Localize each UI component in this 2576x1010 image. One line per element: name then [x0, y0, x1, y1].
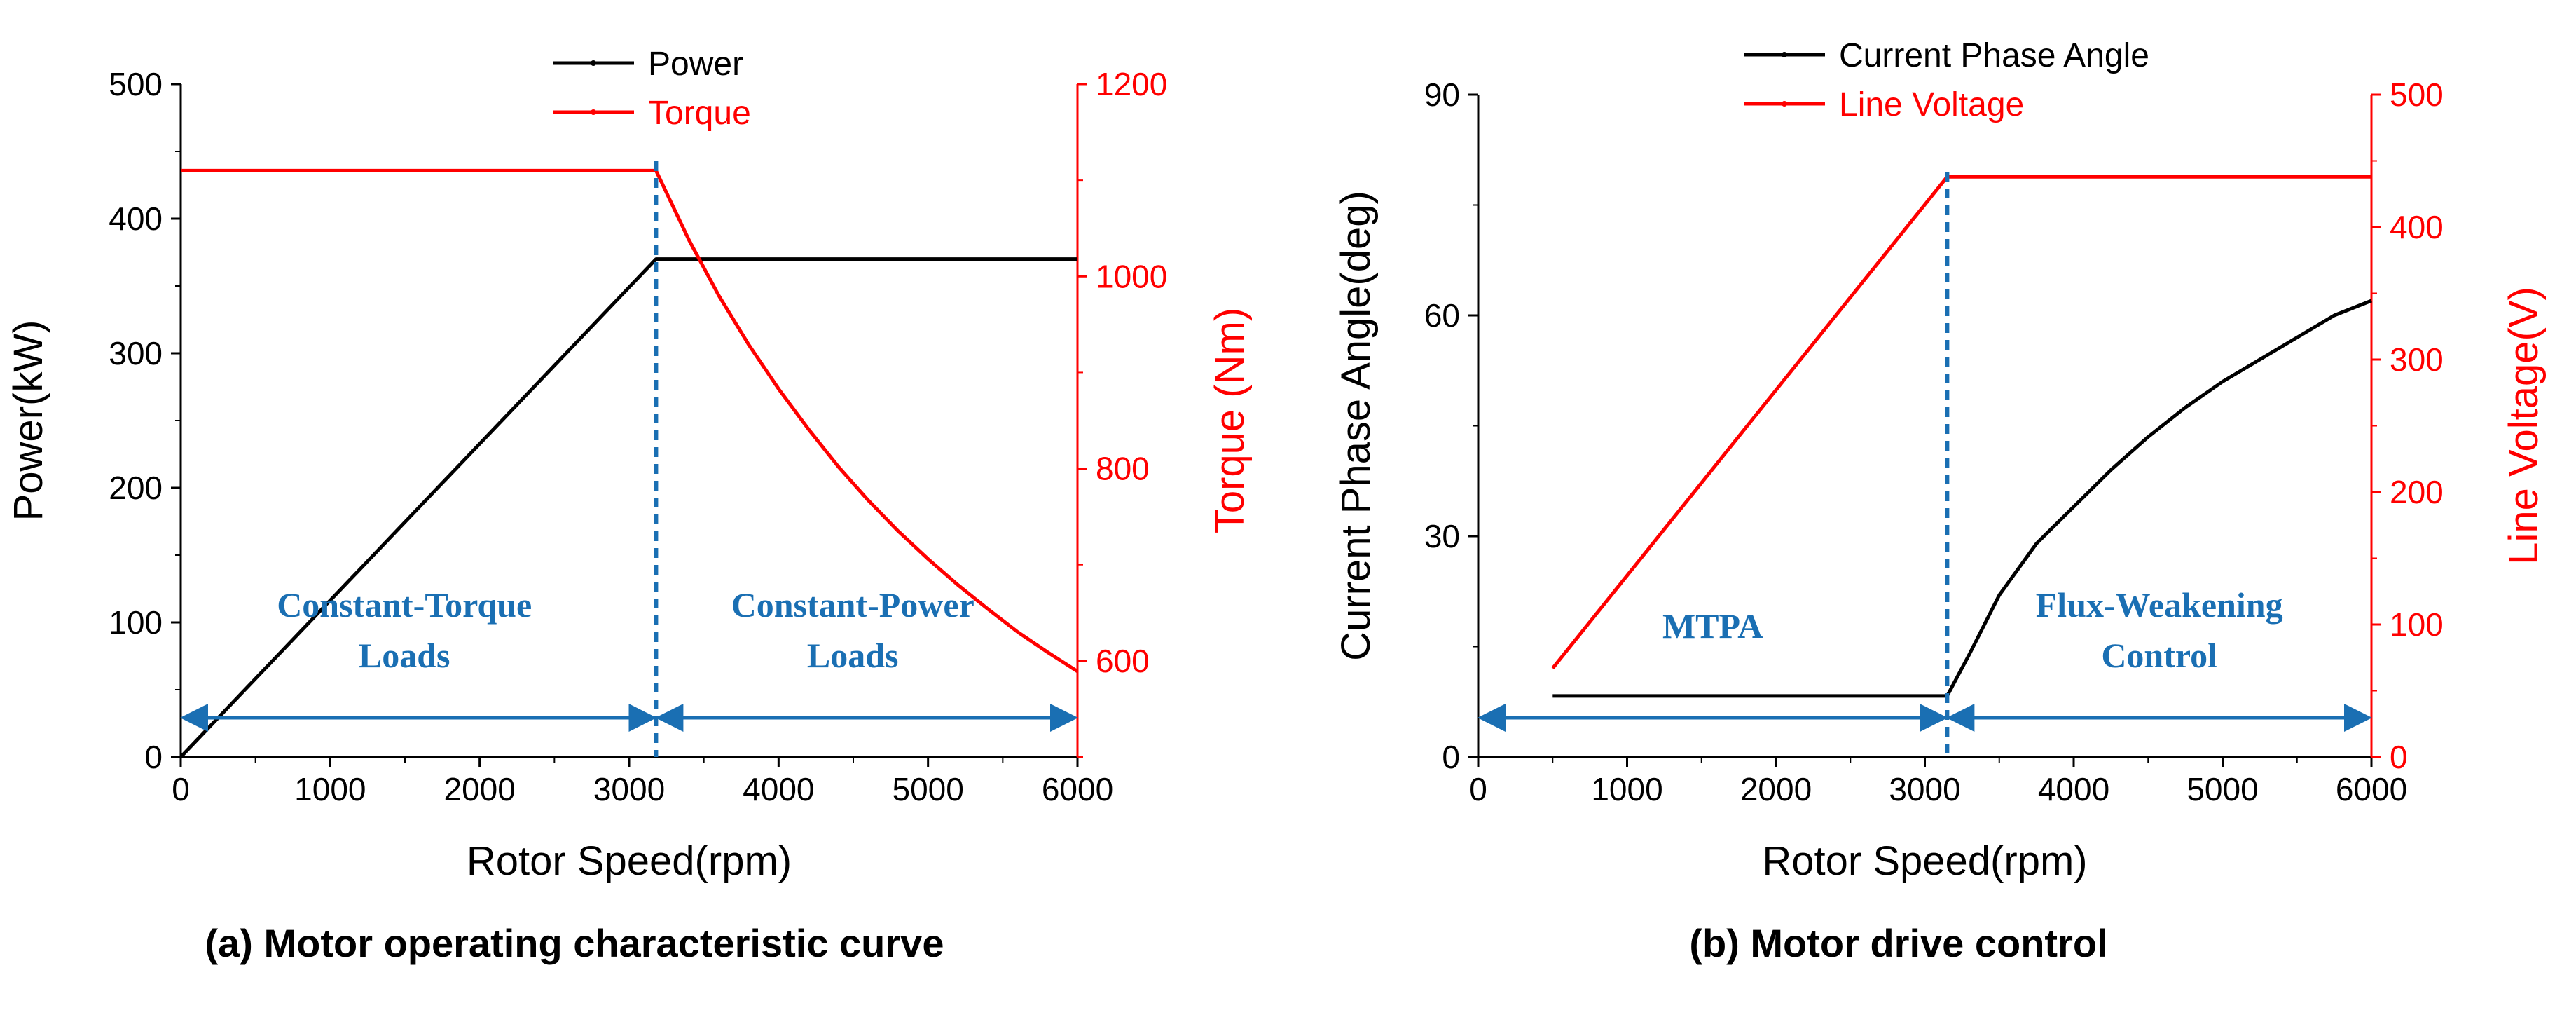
y2-tick-label: 1200 — [1096, 66, 1167, 102]
y-tick-label: 500 — [109, 66, 163, 102]
x-tick-label: 6000 — [2336, 771, 2407, 807]
x-tick-label: 3000 — [593, 771, 665, 807]
region-label: Flux-Weakening — [2036, 585, 2283, 625]
legend-label: Torque — [648, 95, 751, 132]
y-tick-label: 0 — [1442, 739, 1460, 775]
legend-marker — [591, 109, 596, 115]
y2-axis-label: Line Voltage(V) — [2501, 287, 2547, 565]
x-tick-label: 5000 — [2186, 771, 2258, 807]
x-tick-label: 0 — [172, 771, 190, 807]
legend-label: Current Phase Angle — [1839, 37, 2149, 74]
y2-tick-label: 0 — [2390, 739, 2408, 775]
panel-caption: (b) Motor drive control — [1689, 921, 2107, 965]
panel-a-chart: 0 1000 2000 3000 4000 5000 6000 0 100 200 300 400 50… — [6, 46, 1253, 965]
panel-caption: (a) Motor operating characteristic curve — [205, 921, 944, 965]
region-label-line2: Loads — [359, 636, 450, 675]
legend-label: Line Voltage — [1839, 86, 2024, 123]
series-line-current-phase-angle — [1552, 299, 2372, 698]
y2-tick-label: 400 — [2390, 209, 2444, 245]
y-axis-label: Current Phase Angle(deg) — [1333, 191, 1379, 661]
y-tick-label: 30 — [1424, 518, 1460, 554]
y-tick-label: 300 — [109, 335, 163, 371]
x-tick-label: 5000 — [892, 771, 963, 807]
y-tick-label: 200 — [109, 470, 163, 506]
y2-tick-label: 100 — [2390, 606, 2444, 643]
x-tick-label: 0 — [1469, 771, 1487, 807]
series-line-torque — [181, 168, 1079, 674]
x-tick-label: 4000 — [2038, 771, 2109, 807]
region-label: Constant-Power — [731, 585, 974, 625]
panel-b-chart: 0 1000 2000 3000 4000 5000 6000030609001002003… — [1333, 37, 2547, 965]
y-tick-label: 0 — [144, 739, 163, 775]
x-tick-label: 3000 — [1889, 771, 1960, 807]
y-tick-label: 60 — [1424, 297, 1460, 334]
x-axis-label: Rotor Speed(rpm) — [1762, 838, 2087, 884]
y2-tick-label: 500 — [2390, 76, 2444, 113]
x-tick-label: 1000 — [1591, 771, 1662, 807]
y-tick-label: 100 — [109, 604, 163, 641]
legend-label: Power — [648, 46, 743, 83]
region-label-line2: Loads — [807, 636, 899, 675]
y2-tick-label: 800 — [1096, 451, 1150, 487]
region-label: Constant-Torque — [277, 585, 532, 625]
y2-tick-label: 600 — [1096, 643, 1150, 679]
region-label: MTPA — [1662, 606, 1763, 646]
x-tick-label: 2000 — [1740, 771, 1812, 807]
x-axis-label: Rotor Speed(rpm) — [467, 838, 792, 884]
x-tick-label: 6000 — [1042, 771, 1113, 807]
y2-tick-label: 200 — [2390, 474, 2444, 510]
y-tick-label: 90 — [1424, 76, 1460, 113]
y-tick-label: 400 — [109, 200, 163, 237]
legend-marker — [591, 60, 596, 66]
y-axis-label: Power(kW) — [6, 320, 51, 521]
x-tick-label: 2000 — [443, 771, 515, 807]
x-tick-label: 1000 — [294, 771, 366, 807]
region-label-line2: Control — [2101, 636, 2217, 675]
legend-marker — [1782, 101, 1787, 107]
y2-axis-label: Torque (Nm) — [1207, 308, 1253, 533]
x-tick-label: 4000 — [743, 771, 814, 807]
series-line-power — [179, 257, 1077, 758]
legend-marker — [1782, 52, 1787, 57]
y2-tick-label: 300 — [2390, 341, 2444, 378]
y2-tick-label: 1000 — [1096, 258, 1167, 294]
